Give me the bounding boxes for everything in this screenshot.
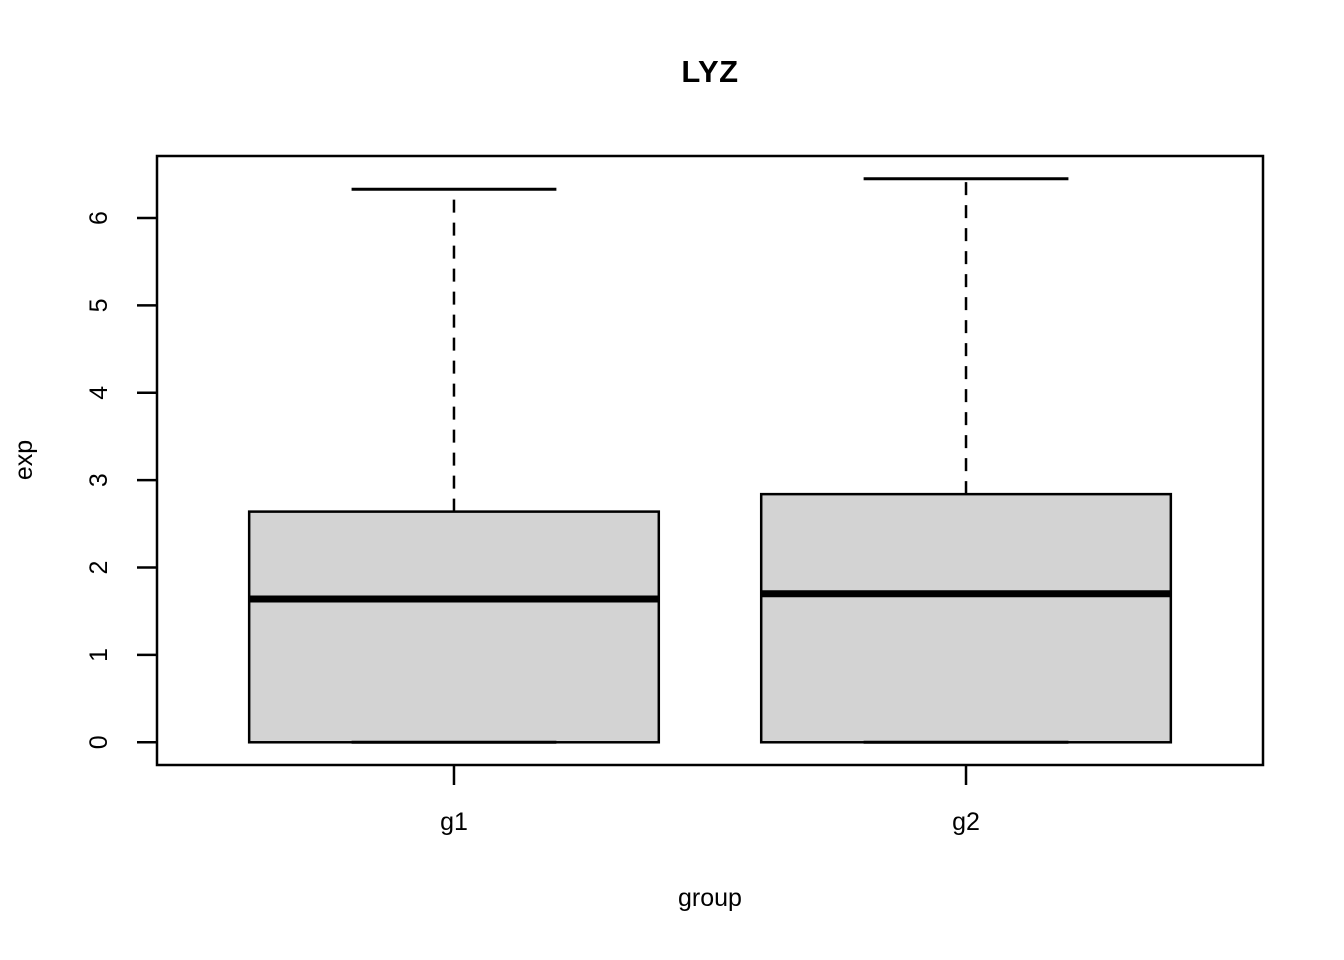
y-axis-tick-label: 4 [85,386,113,400]
y-axis-tick-label: 0 [85,735,113,749]
x-axis-tick-label: g2 [952,808,980,836]
box-g2 [759,492,1173,744]
plot-border [155,154,1265,767]
y-axis-tick-label: 5 [85,298,113,312]
x-axis-title: group [678,884,742,912]
box-g1 [247,510,661,744]
y-axis-tick-label: 2 [85,561,113,575]
x-axis-tick-label: g1 [440,808,468,836]
y-axis-tick-label: 6 [85,211,113,225]
chart-title: LYZ [681,54,739,89]
y-axis-tick-label: 1 [85,648,113,662]
y-axis-title: exp [10,439,38,481]
y-axis-tick-label: 3 [85,473,113,487]
